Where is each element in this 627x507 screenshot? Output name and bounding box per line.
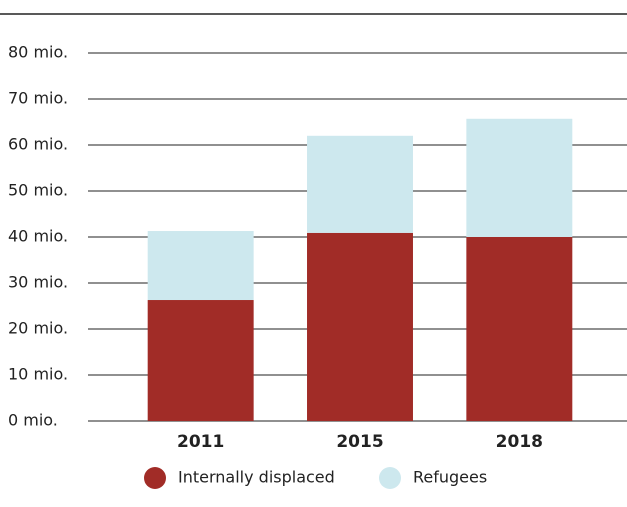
bar-segment: [307, 135, 413, 233]
y-tick-label: 30 mio.: [8, 273, 68, 292]
x-tick-label: 2015: [336, 432, 383, 452]
legend-label: Internally displaced: [178, 468, 335, 487]
bar-segment: [147, 300, 254, 421]
bar-segment: [147, 231, 254, 301]
y-tick-label: 10 mio.: [8, 365, 68, 384]
y-tick-label: 50 mio.: [8, 181, 68, 200]
bar-segment: [466, 118, 573, 237]
legend-swatch: [144, 467, 166, 489]
y-tick-label: 40 mio.: [8, 227, 68, 246]
y-tick-label: 80 mio.: [8, 43, 68, 62]
legend-label: Refugees: [413, 468, 487, 487]
y-tick-label: 70 mio.: [8, 89, 68, 108]
y-tick-label: 60 mio.: [8, 135, 68, 154]
y-tick-label: 20 mio.: [8, 319, 68, 338]
x-tick-label: 2011: [177, 432, 224, 452]
bar-segment: [466, 237, 573, 421]
x-tick-label: 2018: [496, 432, 543, 452]
y-tick-label: 0 mio.: [8, 411, 58, 430]
bar-segment: [307, 232, 413, 421]
legend-swatch: [379, 467, 401, 489]
